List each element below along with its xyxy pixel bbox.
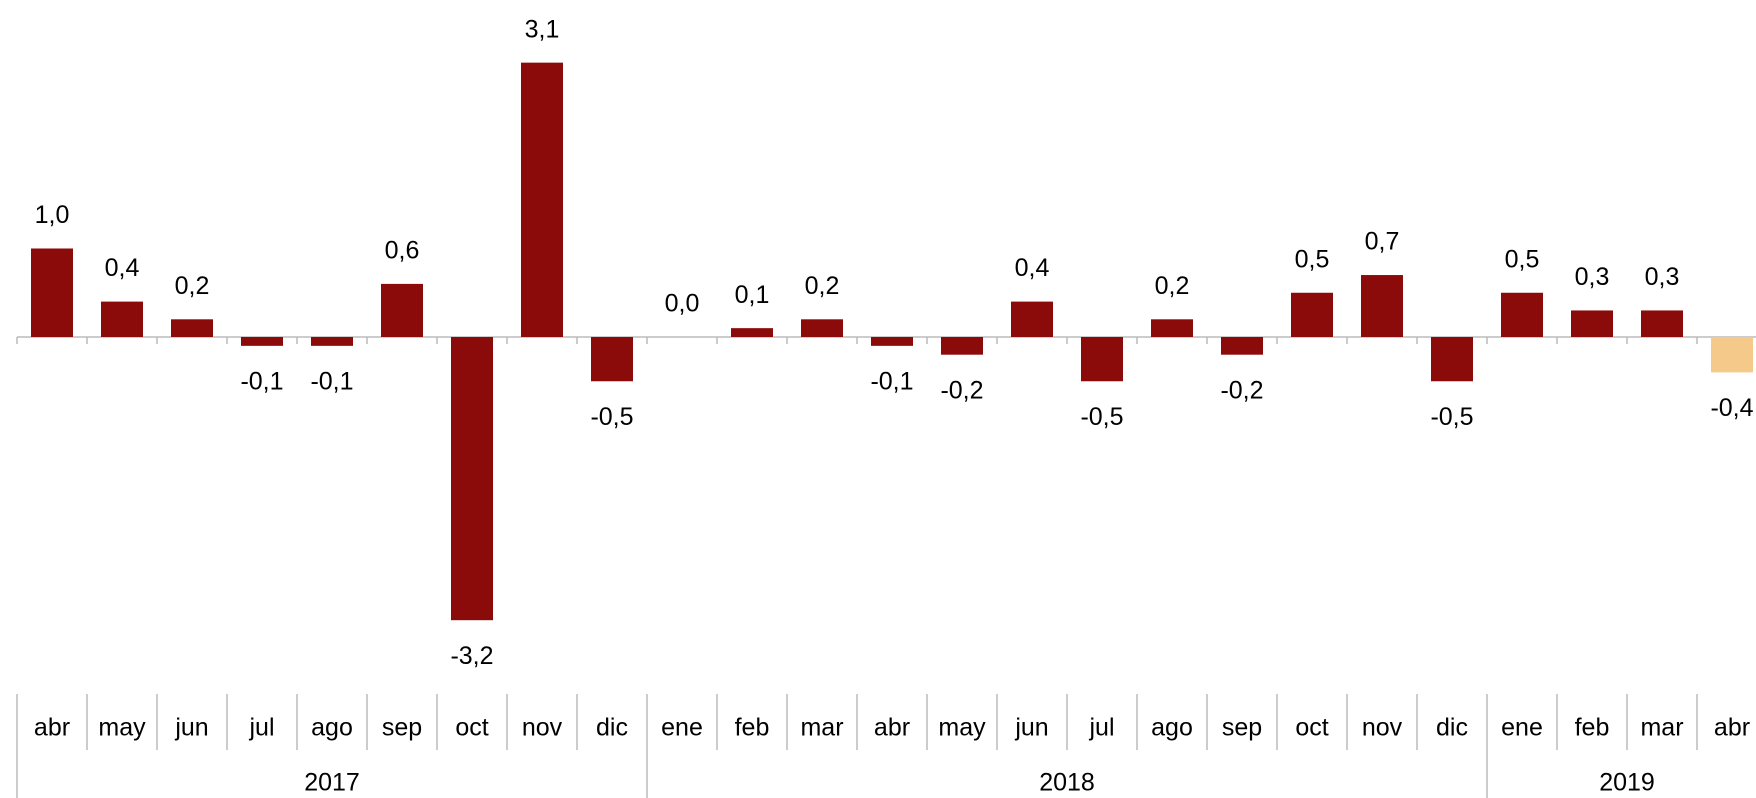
value-label: -0,5 [1430,403,1473,431]
value-label: 0,2 [805,272,840,300]
bar [31,248,73,337]
value-label: 0,1 [735,281,770,309]
bar [941,337,983,355]
value-label: 0,7 [1365,228,1400,256]
bar [521,62,563,338]
x-tick-label: mar [800,714,843,742]
bar [871,337,913,346]
bar [381,283,423,337]
bar [801,319,843,337]
x-tick-label: oct [455,714,488,742]
value-label: 0,4 [1015,254,1050,282]
bar [451,337,493,621]
value-label: -0,1 [870,367,913,395]
x-tick-label: dic [1436,714,1468,742]
x-tick-label: ago [1151,714,1193,742]
value-label: -0,5 [590,403,633,431]
x-tick-label: feb [735,714,770,742]
x-tick-label: nov [522,714,563,742]
bar [1431,337,1473,382]
bar [591,337,633,382]
value-label: 0,2 [1155,272,1190,300]
x-tick-label: abr [34,714,70,742]
bar [1641,310,1683,337]
x-tick-label: nov [1362,714,1403,742]
x-tick-label: abr [874,714,910,742]
bar [1221,337,1263,355]
bar [1361,275,1403,337]
x-tick-label: jul [248,714,274,742]
value-label: 0,5 [1295,245,1330,273]
value-label: 0,3 [1575,263,1610,291]
x-tick-label: jun [174,714,208,742]
bar [1011,301,1053,337]
value-label: -0,1 [240,367,283,395]
bar [731,328,773,337]
x-tick-label: abr [1714,714,1750,742]
x-tick-label: oct [1295,714,1328,742]
value-label: 1,0 [35,201,70,229]
bar [241,337,283,346]
year-label: 2019 [1599,769,1655,797]
x-tick-label: ago [311,714,353,742]
x-tick-label: may [98,714,146,742]
x-tick-label: sep [1222,714,1262,742]
year-label: 2018 [1039,769,1095,797]
value-label: 0,0 [665,290,700,318]
bar [1151,319,1193,337]
x-tick-label: sep [382,714,422,742]
bar [1081,337,1123,382]
bar [171,319,213,337]
year-label: 2017 [304,769,360,797]
value-label: -0,2 [940,376,983,404]
value-label: 0,4 [105,254,140,282]
x-tick-label: mar [1640,714,1683,742]
value-label: -0,1 [310,367,353,395]
value-label: -0,4 [1710,394,1753,422]
x-tick-label: feb [1575,714,1610,742]
value-label: 3,1 [525,15,560,43]
x-tick-label: ene [1501,714,1543,742]
value-label: -0,5 [1080,403,1123,431]
value-label: 0,6 [385,237,420,265]
x-tick-label: dic [596,714,628,742]
value-label: 0,2 [175,272,210,300]
x-tick-label: jun [1014,714,1048,742]
value-label: 0,3 [1645,263,1680,291]
x-tick-label: may [938,714,986,742]
bar [311,337,353,346]
bar [1291,292,1333,337]
x-tick-label: ene [661,714,703,742]
bar [1501,292,1543,337]
value-label: -0,2 [1220,376,1263,404]
bar [1711,337,1753,373]
bar [1571,310,1613,337]
value-label: 0,5 [1505,245,1540,273]
bar [101,301,143,337]
value-label: -3,2 [450,642,493,670]
x-tick-label: jul [1088,714,1114,742]
